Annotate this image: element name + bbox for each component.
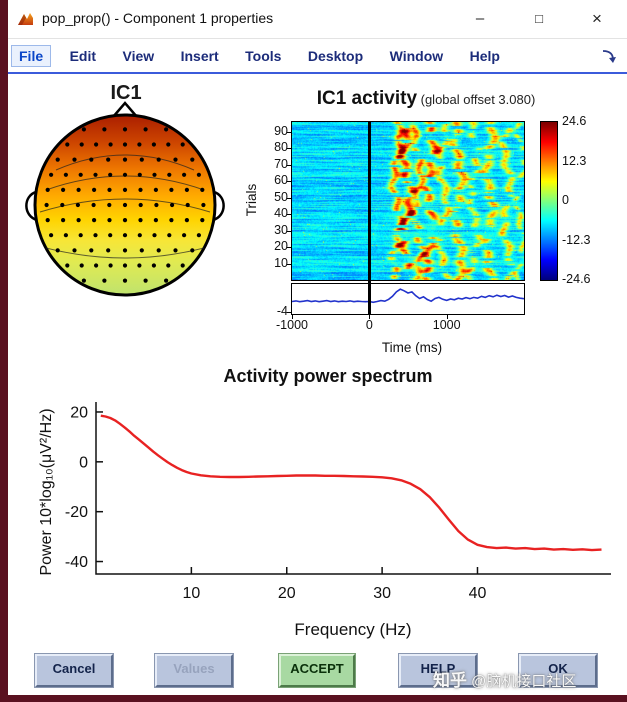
erpimage-ytick-label: 20: [274, 239, 288, 254]
erpimage-ytick-label: 80: [274, 140, 288, 155]
erpimage-ytick-label: 10: [274, 255, 288, 270]
erpimage-ytick-label: 60: [274, 173, 288, 188]
spectrum-line: [100, 414, 602, 552]
menu-separator: [8, 72, 627, 74]
menu-insert[interactable]: Insert: [180, 48, 219, 64]
spectrum-xtick-label: 40: [469, 585, 487, 602]
erpimage-xtick-label: -1000: [276, 318, 308, 332]
close-button[interactable]: ×: [592, 9, 602, 28]
contour-lines: [39, 154, 211, 259]
tick-mark: [287, 181, 292, 183]
ok-button[interactable]: OK: [519, 654, 597, 687]
menu-file[interactable]: File: [11, 45, 52, 67]
topo-title: IC1: [110, 82, 142, 104]
tick-mark: [292, 315, 293, 319]
tick-mark: [369, 315, 371, 319]
spectrum-xtick-label: 30: [373, 585, 391, 602]
spectrum-xtick-label: 20: [278, 585, 296, 602]
erpimage-title-text: IC1 activity: [316, 88, 418, 109]
menu-tools[interactable]: Tools: [245, 48, 282, 64]
electrode-markers: [44, 127, 206, 283]
erpimage-heatmap: [292, 122, 524, 280]
erp-trace-plot: [291, 288, 525, 304]
colorbar-tick-label: -12.3: [562, 232, 591, 247]
erpimage-ytick-label: 30: [274, 222, 288, 237]
spectrum-ytick-label: -40: [65, 554, 88, 571]
topography-plot: [25, 101, 225, 297]
app-window: pop_prop() - Component 1 properties – □ …: [8, 0, 627, 695]
erp-trace-line: [291, 288, 525, 304]
spectrum-xlabel: Frequency (Hz): [294, 620, 412, 639]
colorbar-tick-label: 12.3: [562, 153, 587, 168]
erp-trace-panel: [291, 283, 525, 315]
nose-outline: [112, 101, 138, 118]
spectrum-ytick-label: -20: [65, 504, 88, 521]
left-ear-outline: [25, 190, 38, 222]
menu-help[interactable]: Help: [469, 48, 500, 64]
spectrum-xtick-label: 10: [182, 585, 200, 602]
figure-area: IC1: [8, 74, 627, 695]
menu-bar: File Edit View Insert Tools Desktop Wind…: [8, 39, 627, 72]
colorbar-tick-label: 24.6: [562, 114, 587, 128]
menu-view[interactable]: View: [122, 48, 155, 64]
tick-mark: [287, 197, 292, 199]
erpimage-ytick-label: 50: [274, 189, 288, 204]
erpimage-title: IC1 activity (global offset 3.080): [276, 88, 576, 110]
menu-desktop[interactable]: Desktop: [307, 48, 364, 64]
dock-arrow-icon[interactable]: [599, 48, 617, 66]
menu-window[interactable]: Window: [389, 48, 444, 64]
erpimage-ylabel: Trials: [244, 183, 259, 217]
cancel-button[interactable]: Cancel: [35, 654, 113, 687]
maximize-button[interactable]: □: [535, 11, 543, 26]
erpimage-xtick-label: 0: [365, 318, 373, 332]
tick-mark: [287, 131, 292, 133]
app-icon: [18, 13, 33, 25]
spectrum-plot: 20 0 -20 -40 10 20 30 40: [65, 402, 611, 602]
tick-mark: [287, 164, 292, 166]
erpimage-ytick-label: 70: [274, 156, 288, 171]
tick-mark: [287, 148, 292, 150]
colorbar-tick-label: -24.6: [562, 272, 591, 286]
erpimage-frame: [291, 121, 525, 281]
right-ear-outline: [212, 190, 225, 222]
erpimage-offset-note: (global offset 3.080): [417, 92, 536, 107]
event-line: [368, 121, 371, 315]
window-title: pop_prop() - Component 1 properties: [42, 10, 274, 26]
spectrum-title: Activity power spectrum: [223, 366, 433, 386]
erpimage-ytick-label: 90: [274, 123, 288, 138]
tick-mark: [287, 230, 292, 232]
spectrum-ylabel: Power 10*log₁₀(μV²/Hz): [38, 408, 55, 576]
colorbar-tick-label: 0: [562, 193, 569, 207]
window-titlebar: pop_prop() - Component 1 properties – □ …: [8, 0, 627, 39]
spectrum-axes: [95, 402, 611, 575]
values-button[interactable]: Values: [155, 654, 233, 687]
erpimage-xtick-label: 1000: [432, 318, 461, 332]
erp-trace-ytick-label: -4: [276, 303, 288, 318]
tick-mark: [287, 311, 292, 313]
menu-edit[interactable]: Edit: [69, 48, 97, 64]
spectrum-ytick-label: 0: [79, 454, 88, 471]
spectrum-ytick-label: 20: [70, 404, 88, 421]
erpimage-xlabel: Time (ms): [381, 340, 443, 355]
erpimage-ytick-label: 40: [274, 206, 288, 221]
accept-button[interactable]: ACCEPT: [279, 654, 355, 687]
help-button[interactable]: HELP: [399, 654, 477, 687]
colorbar: [541, 122, 557, 280]
colorbar-frame: [540, 121, 558, 281]
tick-mark: [287, 214, 292, 216]
tick-mark: [287, 263, 292, 265]
minimize-button[interactable]: –: [475, 10, 485, 27]
tick-mark: [287, 247, 292, 249]
tick-mark: [446, 315, 448, 319]
